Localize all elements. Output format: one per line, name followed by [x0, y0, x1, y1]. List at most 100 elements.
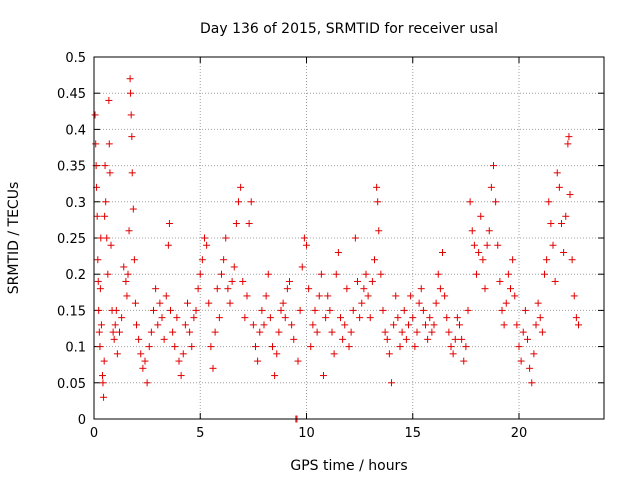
data-point	[269, 343, 276, 351]
data-point	[334, 248, 342, 256]
data-point	[555, 183, 563, 191]
data-point	[224, 285, 232, 293]
data-point	[129, 205, 137, 213]
data-point	[341, 321, 349, 329]
data-point	[373, 183, 381, 191]
data-point	[194, 285, 202, 293]
data-point	[383, 335, 391, 343]
data-point	[526, 364, 534, 372]
data-point	[271, 372, 279, 380]
data-point	[496, 277, 504, 285]
data-point	[517, 357, 525, 365]
data-point	[343, 285, 351, 293]
plot-frame	[93, 56, 605, 420]
data-point	[215, 314, 223, 322]
data-point	[305, 285, 313, 293]
data-point	[374, 198, 382, 206]
data-point	[186, 328, 194, 336]
data-point	[91, 111, 99, 119]
data-point	[538, 328, 546, 336]
data-point	[464, 306, 472, 314]
x-tick-label: 0	[90, 426, 98, 441]
data-point	[239, 277, 247, 285]
data-point	[154, 321, 162, 329]
y-axis-label: SRMTID / TECUs	[6, 182, 22, 295]
data-point	[192, 306, 200, 314]
data-point	[147, 328, 155, 336]
data-point	[181, 321, 189, 329]
data-point	[377, 270, 385, 278]
data-point	[485, 227, 493, 235]
data-point	[400, 306, 408, 314]
data-point	[97, 234, 105, 242]
axis-ticks: 0 0.05 0.1 0.15 0.2 0.25 0.3 0.35 0.4 0.45 0.5 0 5 10…	[57, 51, 604, 441]
data-point	[424, 335, 432, 343]
data-point	[99, 379, 107, 387]
data-point	[439, 248, 446, 256]
data-point	[339, 335, 347, 343]
data-point	[135, 335, 143, 343]
data-point	[128, 133, 136, 141]
data-point	[313, 328, 321, 336]
data-point	[281, 314, 289, 322]
data-point	[560, 248, 568, 256]
data-point	[94, 256, 102, 264]
data-point	[392, 292, 400, 300]
data-point	[543, 256, 551, 264]
data-point	[139, 364, 147, 372]
data-point	[107, 241, 115, 249]
data-point	[511, 292, 519, 300]
data-point	[390, 321, 398, 329]
data-point	[141, 357, 149, 365]
data-point	[95, 328, 103, 336]
data-point	[322, 314, 330, 322]
data-point	[553, 169, 561, 177]
data-point	[443, 314, 451, 322]
data-point	[415, 299, 423, 307]
data-point	[201, 234, 208, 242]
y-tick-label: 0.1	[65, 341, 86, 356]
data-point	[513, 321, 521, 329]
data-point	[413, 328, 421, 336]
data-point	[315, 292, 323, 300]
x-tick-label: 10	[298, 426, 315, 441]
data-point	[458, 335, 466, 343]
data-point	[220, 256, 228, 264]
data-point	[120, 263, 128, 271]
data-point	[481, 285, 489, 293]
data-point	[483, 241, 491, 249]
data-point	[245, 220, 253, 228]
data-point	[565, 133, 573, 141]
data-point	[113, 350, 121, 358]
x-tick-label: 15	[404, 426, 421, 441]
data-point	[226, 299, 234, 307]
data-point	[534, 299, 542, 307]
data-point	[184, 299, 191, 307]
data-point	[122, 277, 130, 285]
data-point	[324, 292, 332, 300]
data-point	[532, 321, 540, 329]
data-point	[205, 299, 213, 307]
data-point	[436, 285, 444, 293]
data-point	[125, 227, 133, 235]
y-tick-label: 0.05	[57, 377, 86, 392]
data-point	[230, 263, 238, 271]
data-point	[502, 299, 510, 307]
data-point	[222, 234, 230, 242]
data-point	[398, 328, 406, 336]
y-tick-label: 0.3	[65, 196, 86, 211]
data-point	[277, 306, 285, 314]
data-point	[411, 343, 419, 351]
data-point	[198, 256, 206, 264]
data-point	[494, 241, 502, 249]
data-point	[126, 75, 134, 83]
data-point	[173, 314, 181, 322]
data-point	[288, 321, 296, 329]
data-point	[564, 140, 572, 148]
data-point	[498, 306, 506, 314]
data-point	[405, 321, 412, 329]
data-point	[131, 299, 139, 307]
data-point	[434, 270, 442, 278]
data-point	[451, 335, 459, 343]
